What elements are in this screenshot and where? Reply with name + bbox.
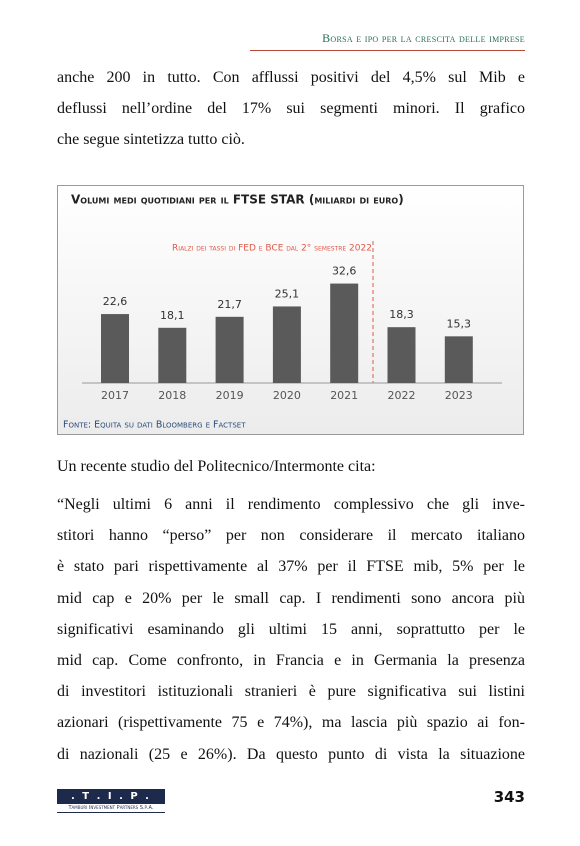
x-tick-label: 2022 [388,389,416,402]
annotation: Rialzi dei tassi di FED e BCE dal 2° sem… [172,244,372,254]
logo: . T . I . P . Tamburi Investment Partner… [57,789,165,813]
x-tick-label: 2023 [445,389,473,402]
chart-title: Volumi medi quotidiani per il FTSE STAR … [71,193,404,207]
text-line: deflussi nell’ordine del 17% sui segment… [57,100,525,118]
bar [272,306,301,383]
header-rule [250,50,525,51]
logo-company: Tamburi Investment Partners S.p.A. [57,804,165,812]
bar [215,316,244,383]
text-line: mid cap e 20% per le small cap. I rendim… [57,589,525,607]
page-number: 343 [493,788,525,806]
value-label: 25,1 [275,287,300,300]
text-line: è stato pari rispettivamente al 37% per … [57,558,525,576]
text-line: di nazionali (25 e 26%). Da questo punto… [57,745,525,763]
text-line: mid cap. Come confronto, in Francia e in… [57,652,525,669]
x-tick-label: 2019 [216,389,244,402]
value-label: 21,7 [217,298,242,311]
bar [101,314,129,383]
x-tick-label: 2020 [273,389,301,402]
x-tick-label: 2017 [101,389,129,402]
value-label: 15,3 [447,317,472,330]
chart: Volumi medi quotidiani per il FTSE STAR … [57,185,524,435]
text-line: di investitori istituzionali stranieri è… [57,683,525,701]
text-line: Un recente studio del Politecnico/Interm… [57,458,376,475]
bar [444,336,473,383]
text-line: anche 200 in tutto. Con afflussi positiv… [57,69,525,86]
text-line: significativi esaminando gli ultimi 15 a… [57,620,525,638]
text-line: “Negli ultimi 6 anni il rendimento compl… [57,496,525,513]
text-line: che segue sintetizza tutto ciò. [57,131,245,149]
bar [158,327,187,383]
value-label: 22,6 [103,295,128,308]
logo-text: . T . I . P . [71,791,151,802]
bar [330,283,359,383]
text-line: stitori hanno “perso” per non considerar… [57,527,525,545]
value-label: 18,1 [160,309,185,322]
x-tick-label: 2021 [330,389,358,402]
value-label: 18,3 [389,308,414,321]
x-tick-label: 2018 [158,389,186,402]
bar [387,327,416,383]
source: Fonte: Equita su dati Bloomberg e Factse… [63,420,246,431]
value-label: 32,6 [332,265,357,278]
text-line: azionari (rispettivamente 75 e 74%), ma … [57,714,525,732]
running-header: Borsa e ipo per la crescita delle impres… [322,31,525,45]
